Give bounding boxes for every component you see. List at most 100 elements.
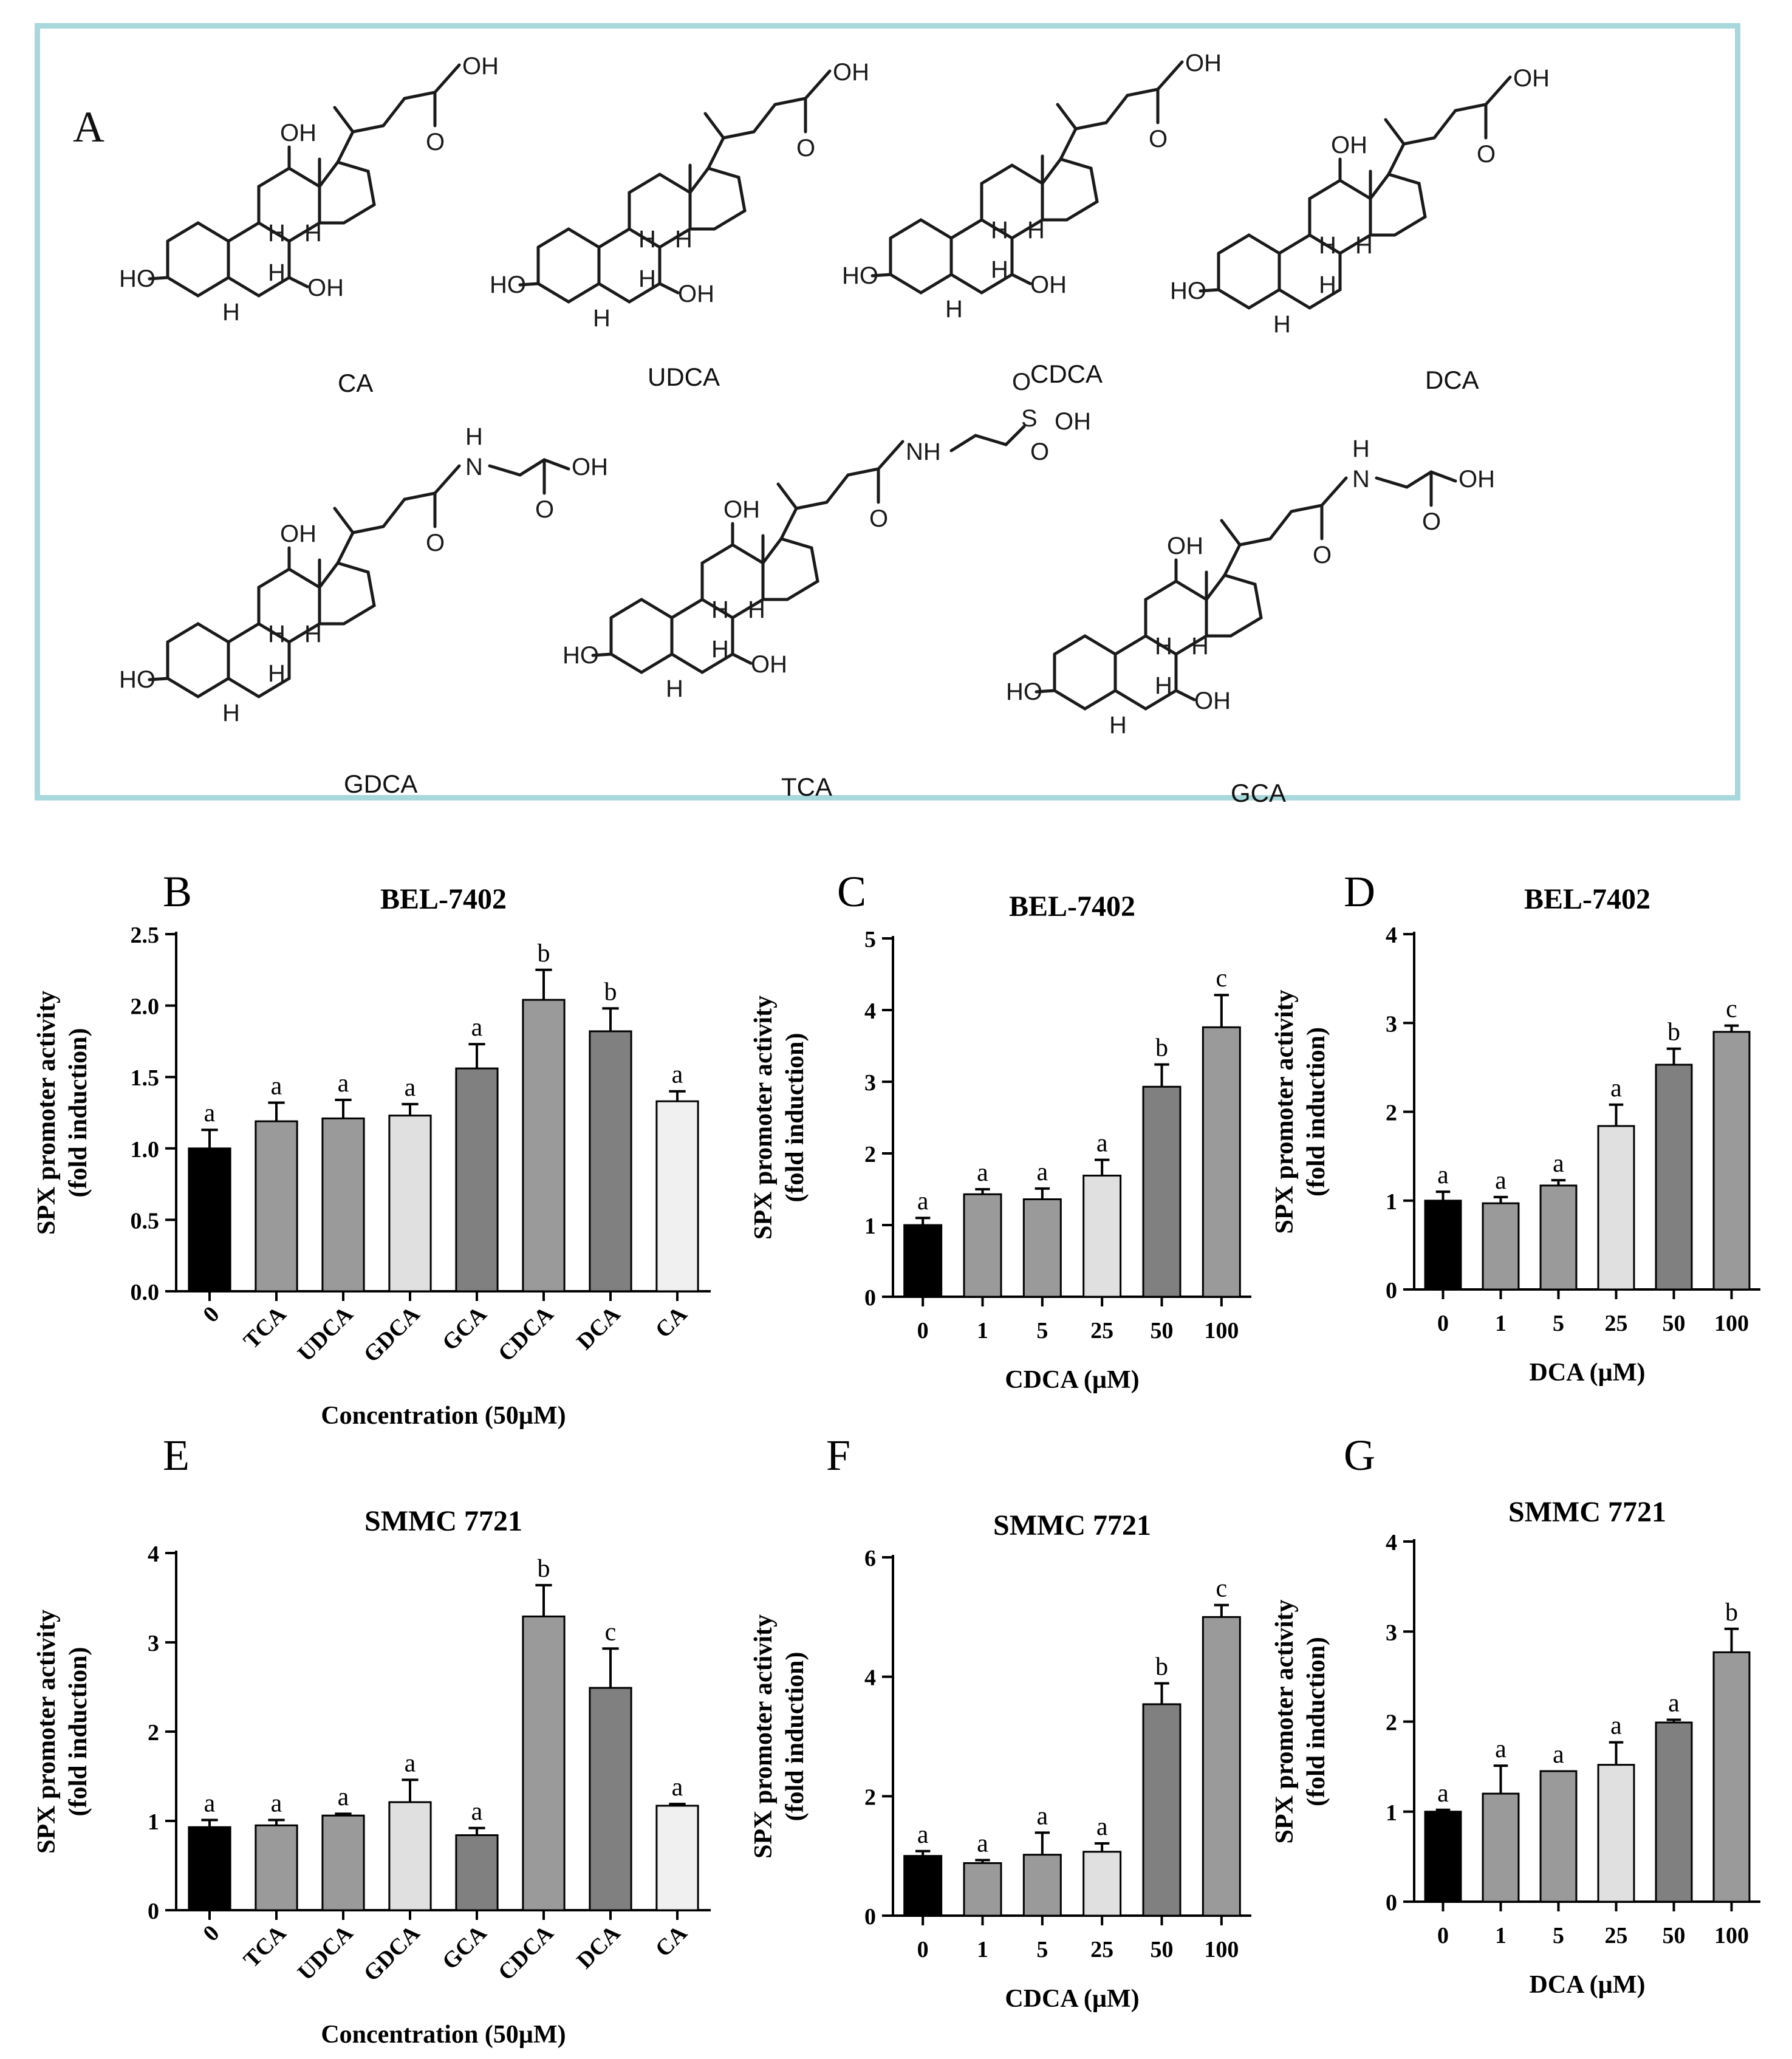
- x-tick-label-c-5: 100: [1204, 1318, 1239, 1344]
- significance-letter-c-5: c: [1216, 965, 1228, 992]
- significance-letter-b-6: b: [604, 978, 617, 1006]
- significance-letter-g-3: a: [1610, 1712, 1622, 1740]
- significance-letter-f-2: a: [1037, 1802, 1048, 1830]
- x-tick-label-b-0: 0: [198, 1302, 224, 1328]
- svg-text:H: H: [1155, 633, 1172, 660]
- x-axis-label-e: Concentration (50µM): [321, 2021, 566, 2049]
- bar-g-4: [1655, 1721, 1693, 1903]
- significance-letter-e-7: a: [672, 1774, 683, 1801]
- bar-d-3: [1597, 1125, 1635, 1291]
- panel-letter-f: F: [826, 1431, 850, 1480]
- x-tick-label-f-5: 100: [1204, 1937, 1239, 1962]
- significance-letter-g-2: a: [1553, 1741, 1564, 1769]
- y-tick-label-f: 2: [864, 1784, 876, 1810]
- chart-title-c: BEL-7402: [1009, 890, 1135, 923]
- significance-letter-b-7: a: [672, 1061, 683, 1089]
- svg-text:O: O: [1422, 508, 1441, 535]
- x-tick-label-d-2: 5: [1553, 1311, 1564, 1336]
- y-axis-label-g: SPX promoter activity: [1271, 1599, 1299, 1843]
- x-tick-label-f-2: 5: [1036, 1937, 1048, 1962]
- svg-text:O: O: [535, 496, 554, 523]
- x-tick-label-b-2: UDCA: [293, 1301, 358, 1367]
- y-tick-label-b: 0.5: [131, 1208, 160, 1234]
- chart-title-f: SMMC 7721: [993, 1509, 1151, 1542]
- bar-b-3: [388, 1115, 432, 1292]
- y-tick-label-e: 2: [148, 1720, 159, 1746]
- svg-text:OH: OH: [723, 496, 760, 523]
- significance-letter-c-3: a: [1096, 1130, 1108, 1158]
- chart-title-e: SMMC 7721: [364, 1505, 522, 1537]
- svg-text:H: H: [222, 700, 240, 726]
- bar-b-7: [655, 1100, 699, 1292]
- panel-letter-g: G: [1344, 1431, 1375, 1480]
- svg-text:OH: OH: [833, 59, 869, 86]
- x-tick-label-f-0: 0: [917, 1937, 929, 1962]
- chart-title-d: BEL-7402: [1524, 883, 1650, 915]
- significance-letter-e-4: a: [471, 1798, 483, 1826]
- bar-f-4: [1142, 1703, 1182, 1917]
- bar-g-0: [1424, 1811, 1462, 1903]
- y-tick-label-c: 0: [864, 1285, 876, 1311]
- svg-text:OH: OH: [1513, 65, 1550, 92]
- y-tick-label-g: 0: [1386, 1890, 1397, 1916]
- svg-text:H: H: [666, 675, 683, 702]
- y-axis-label-2-d: (fold induction): [1302, 1027, 1330, 1197]
- x-tick-label-d-5: 100: [1714, 1311, 1749, 1336]
- molecule-dca: HO H H H H OH O OH: [1170, 53, 1741, 396]
- svg-text:O: O: [426, 530, 445, 556]
- svg-text:H: H: [1319, 232, 1336, 259]
- significance-letter-e-3: a: [405, 1749, 416, 1777]
- molecule-label: UDCA: [648, 363, 720, 391]
- y-tick-label-d: 1: [1386, 1189, 1397, 1215]
- svg-text:H: H: [1027, 217, 1045, 244]
- svg-text:H: H: [304, 621, 322, 647]
- svg-text:O: O: [1313, 542, 1332, 569]
- x-axis-label-d: DCA (µM): [1530, 1359, 1646, 1387]
- bar-g-5: [1712, 1651, 1751, 1903]
- y-tick-label-e: 1: [148, 1809, 159, 1835]
- svg-text:N: N: [465, 454, 483, 480]
- x-tick-label-g-4: 50: [1663, 1923, 1686, 1948]
- y-axis-label-c: SPX promoter activity: [750, 995, 778, 1240]
- x-tick-label-f-1: 1: [977, 1937, 988, 1962]
- bar-c-2: [1022, 1198, 1062, 1298]
- bar-c-0: [903, 1224, 943, 1298]
- y-tick-label-f: 0: [864, 1904, 876, 1930]
- significance-letter-f-3: a: [1096, 1813, 1108, 1841]
- bar-b-6: [589, 1030, 632, 1292]
- x-axis-label-b: Concentration (50µM): [321, 1402, 566, 1430]
- x-axis-label-g: DCA (µM): [1530, 1971, 1646, 1999]
- bar-e-5: [522, 1615, 566, 1911]
- significance-letter-f-5: c: [1216, 1575, 1228, 1603]
- significance-letter-f-1: a: [977, 1830, 988, 1858]
- bar-f-2: [1022, 1854, 1062, 1917]
- x-tick-label-g-1: 1: [1495, 1923, 1506, 1948]
- bar-c-4: [1142, 1085, 1182, 1298]
- y-tick-label-g: 3: [1386, 1620, 1397, 1645]
- svg-text:H: H: [945, 296, 963, 323]
- svg-text:H: H: [268, 621, 286, 647]
- significance-letter-b-5: b: [538, 940, 550, 968]
- bar-g-2: [1539, 1770, 1578, 1903]
- y-tick-label-f: 4: [864, 1665, 876, 1691]
- x-tick-label-f-3: 25: [1090, 1937, 1113, 1962]
- y-tick-label-d: 0: [1386, 1278, 1397, 1303]
- x-tick-label-e-7: CA: [651, 1920, 693, 1962]
- bar-f-1: [963, 1862, 1002, 1917]
- svg-text:OH: OH: [678, 281, 714, 307]
- y-axis-label-2-f: (fold induction): [781, 1652, 809, 1822]
- bar-d-4: [1655, 1064, 1693, 1291]
- y-tick-label-b: 1.5: [131, 1065, 160, 1091]
- y-axis-label-2-e: (fold induction): [64, 1647, 92, 1817]
- y-axis-label-2-b: (fold induction): [64, 1028, 92, 1198]
- bar-c-3: [1082, 1175, 1122, 1298]
- x-tick-label-b-7: CA: [651, 1301, 693, 1343]
- bar-e-1: [255, 1824, 298, 1911]
- y-tick-label-b: 1.0: [131, 1137, 160, 1163]
- panel-letter-c: C: [837, 867, 866, 916]
- molecule-label: TCA: [781, 773, 832, 801]
- significance-letter-b-4: a: [471, 1014, 483, 1042]
- chart-title-g: SMMC 7721: [1508, 1496, 1666, 1528]
- y-tick-label-c: 4: [864, 999, 876, 1024]
- molecule-label: DCA: [1425, 366, 1479, 394]
